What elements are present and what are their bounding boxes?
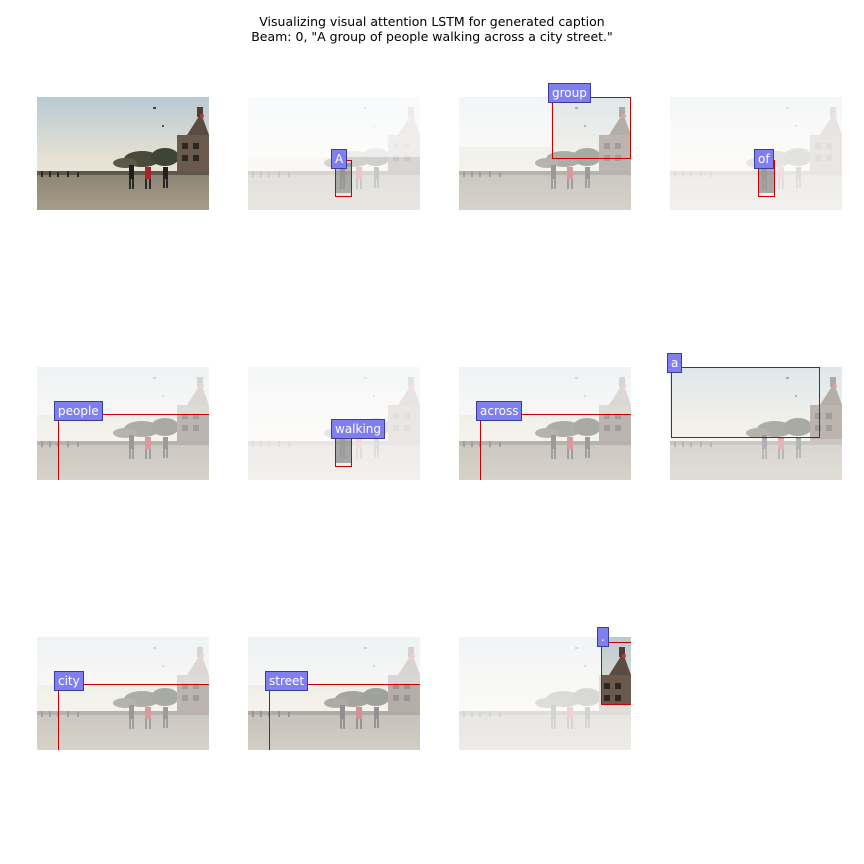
attention-box — [269, 684, 420, 750]
attention-scene — [248, 637, 420, 750]
attention-box — [58, 684, 209, 750]
attention-box — [480, 414, 631, 480]
attention-panel-word-8: city — [37, 637, 209, 750]
word-label: . — [597, 627, 609, 647]
scene-image — [37, 97, 209, 210]
attention-panel-word-1: A — [248, 97, 420, 210]
attention-panel-word-4: people — [37, 367, 209, 480]
attention-panel-word-3: of — [670, 97, 842, 210]
attention-panel-word-6: across — [459, 367, 631, 480]
attention-box — [601, 642, 631, 705]
attention-box — [552, 97, 631, 159]
title-line-2: Beam: 0, "A group of people walking acro… — [251, 29, 613, 44]
attention-box — [671, 367, 820, 438]
attention-panel-word-2: group — [459, 83, 631, 210]
word-label: walking — [331, 419, 386, 439]
attention-scene — [459, 367, 631, 480]
title-line-1: Visualizing visual attention LSTM for ge… — [259, 14, 605, 29]
attention-scene — [248, 97, 420, 210]
attention-scene — [459, 97, 631, 210]
word-label: city — [54, 671, 84, 691]
attention-box — [58, 414, 209, 480]
attention-panel-word-5: walking — [248, 367, 420, 480]
attention-scene — [459, 637, 631, 750]
attention-panel-original — [37, 97, 209, 210]
word-label: A — [331, 149, 348, 169]
word-label: across — [476, 401, 523, 421]
attention-panel-word-7: a — [667, 353, 842, 480]
word-label: of — [754, 149, 774, 169]
word-label: a — [667, 353, 683, 373]
attention-panel-word-10: . — [459, 627, 631, 750]
word-label: group — [548, 83, 591, 103]
word-label: street — [265, 671, 309, 691]
attention-scene — [37, 637, 209, 750]
figure-title: Visualizing visual attention LSTM for ge… — [0, 14, 864, 44]
attention-panel-word-9: street — [248, 637, 420, 750]
word-label: people — [54, 401, 103, 421]
attention-scene — [670, 367, 842, 480]
